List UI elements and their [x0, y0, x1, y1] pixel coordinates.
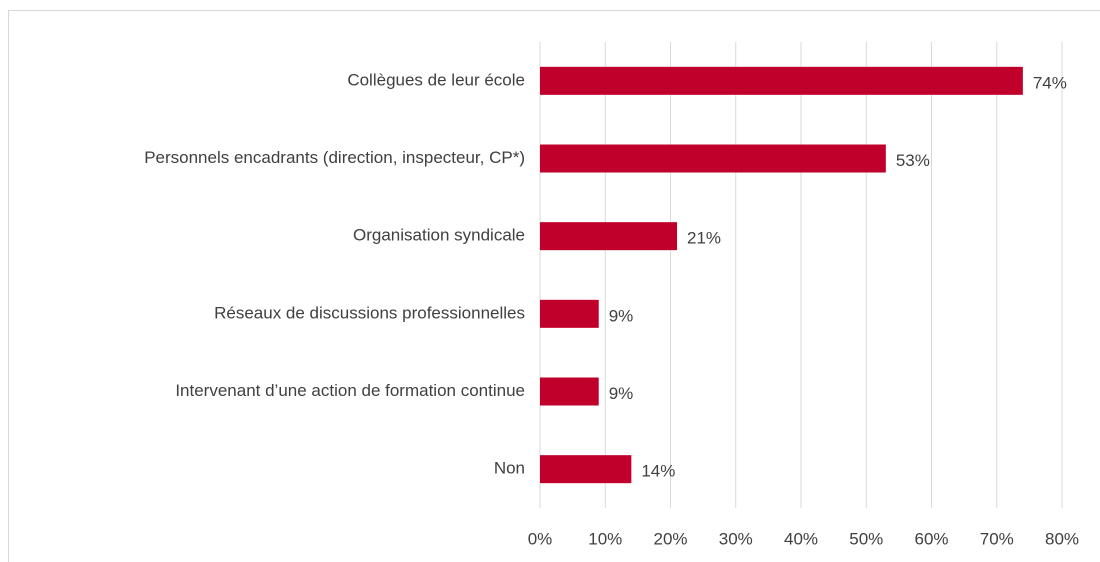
x-tick-label: 60%	[914, 529, 948, 548]
x-tick-label: 50%	[849, 529, 883, 548]
x-tick-label: 40%	[784, 529, 818, 548]
bar	[540, 144, 886, 173]
value-label: 74%	[1033, 73, 1067, 92]
y-tick-label: Organisation syndicale	[353, 226, 525, 245]
x-tick-label: 10%	[588, 529, 622, 548]
y-tick-label: Réseaux de discussions professionnelles	[214, 303, 525, 322]
x-tick-label: 30%	[719, 529, 753, 548]
y-tick-label: Non	[494, 459, 525, 478]
value-label: 9%	[609, 384, 634, 403]
y-tick-label: Intervenant d’une action de formation co…	[175, 381, 525, 400]
y-tick-label: Personnels encadrants (direction, inspec…	[144, 148, 525, 167]
value-label: 14%	[641, 462, 675, 481]
bar	[540, 222, 678, 251]
x-tick-label: 70%	[980, 529, 1014, 548]
x-tick-label: 20%	[653, 529, 687, 548]
value-label: 21%	[687, 229, 721, 248]
x-tick-label: 0%	[528, 529, 553, 548]
bar	[540, 66, 1023, 95]
x-tick-label: 80%	[1045, 529, 1079, 548]
value-label: 53%	[896, 151, 930, 170]
y-tick-label: Collègues de leur école	[347, 70, 525, 89]
bar	[540, 455, 632, 484]
bar	[540, 377, 599, 406]
value-label: 9%	[609, 306, 634, 325]
chart-border	[8, 10, 1100, 562]
bar	[540, 299, 599, 328]
